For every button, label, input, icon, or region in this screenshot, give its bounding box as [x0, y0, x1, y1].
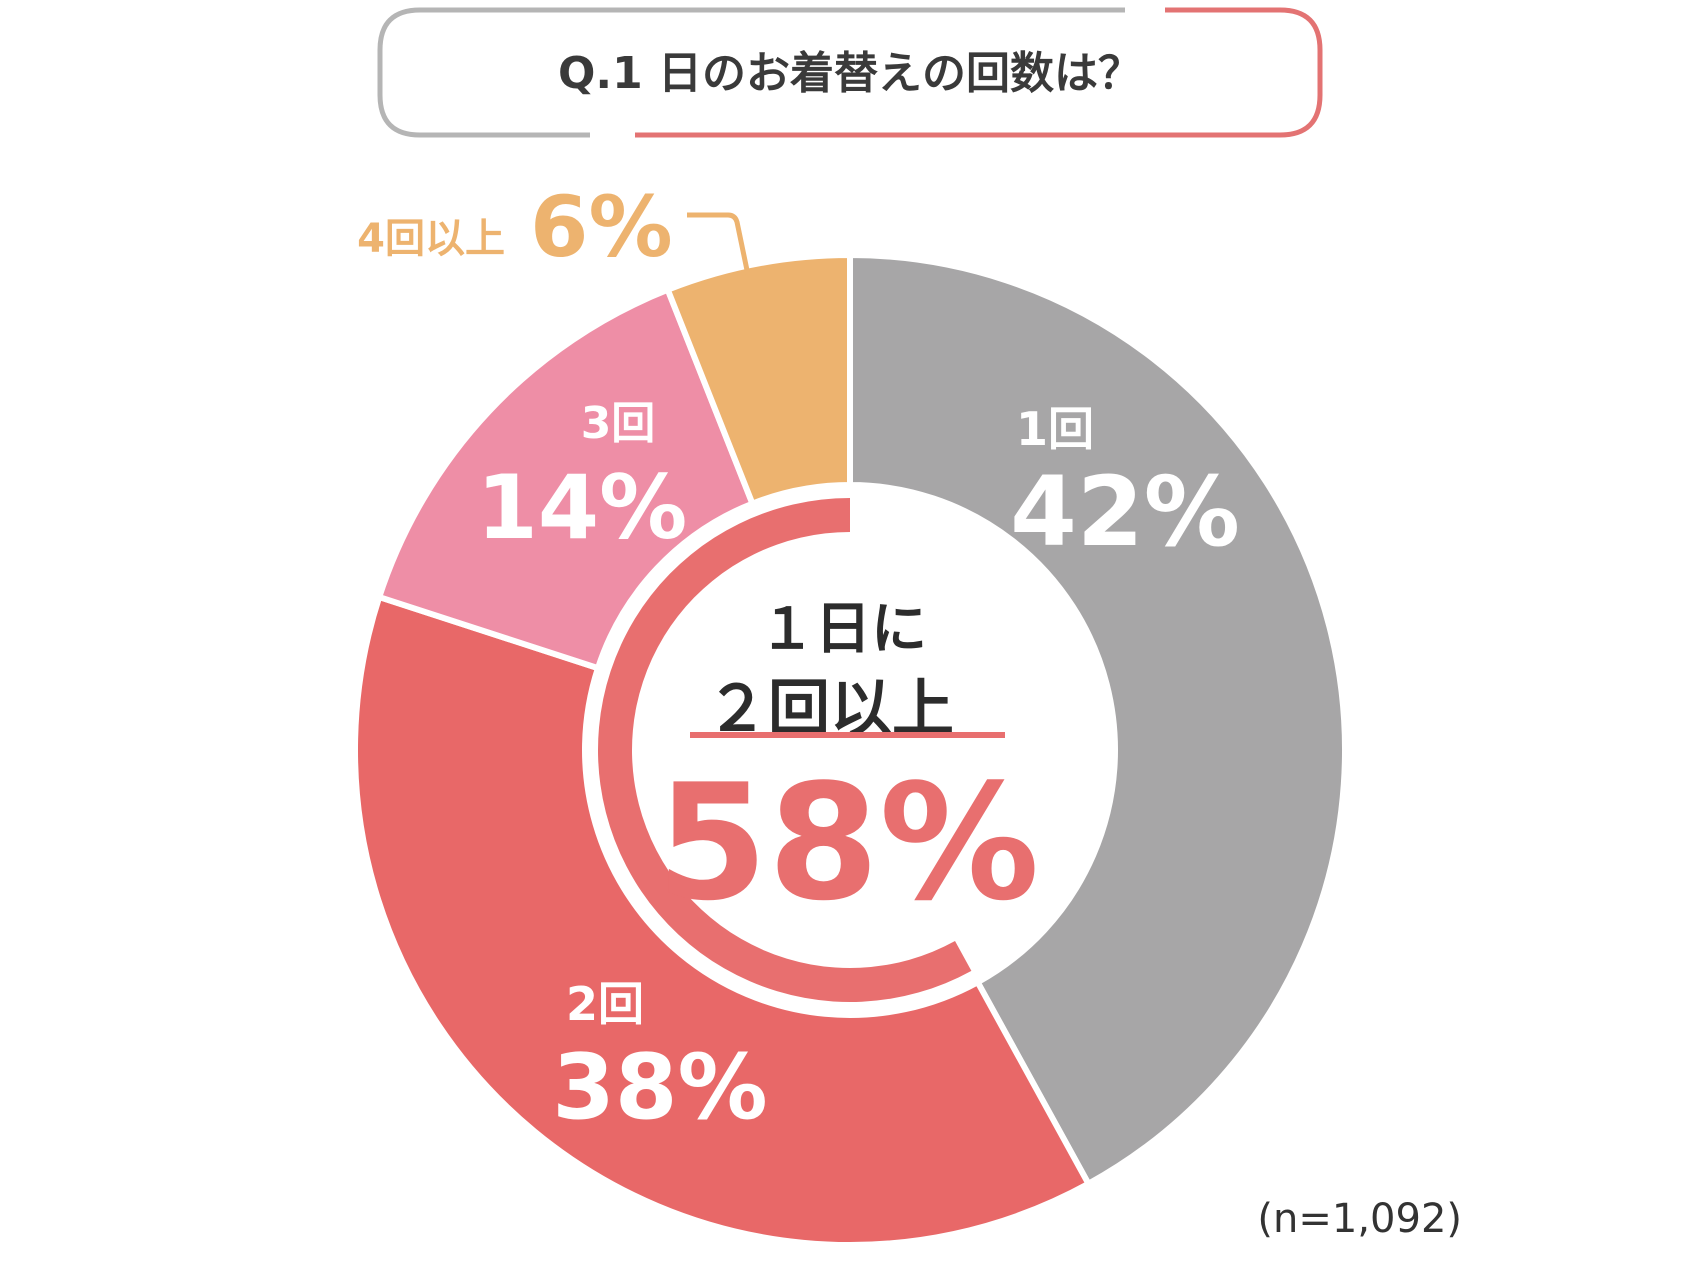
center-text: １日に ２回以上 58%	[657, 597, 1040, 936]
chart-title: Q.1 日のお着替えの回数は？	[558, 48, 1142, 99]
title-border-red	[635, 7, 1323, 138]
title-box: Q.1 日のお着替えの回数は？	[377, 7, 1323, 138]
slice-value-3: 14%	[477, 456, 688, 559]
slice-label-4: 4回以上	[357, 216, 505, 262]
title-border-gray	[377, 7, 1125, 138]
slice-label-3: 3回	[581, 398, 656, 449]
slice-4	[663, 251, 853, 508]
slice-value-1: 42%	[1010, 456, 1240, 568]
center-line1: １日に	[759, 597, 927, 662]
slice-2	[352, 593, 1093, 1248]
donut-segments	[352, 251, 1348, 1248]
outside-label: 4回以上 6%	[357, 178, 751, 276]
slice-label-1: 1回	[1016, 402, 1094, 456]
segment-labels: 1回 42% 2回 38% 3回 14%	[477, 398, 1240, 1140]
highlight-arc	[598, 498, 972, 1003]
highlight-arc-group	[598, 498, 972, 1003]
slice-label-2: 2回	[566, 977, 644, 1031]
slice-value-2: 38%	[552, 1035, 767, 1140]
slice-1	[847, 251, 1348, 1188]
sample-size-note: (n=1,092)	[1257, 1196, 1462, 1242]
slice-value-4: 6%	[530, 178, 673, 276]
slice-3	[375, 285, 757, 672]
leader-line	[687, 212, 751, 276]
center-value: 58%	[657, 749, 1040, 936]
